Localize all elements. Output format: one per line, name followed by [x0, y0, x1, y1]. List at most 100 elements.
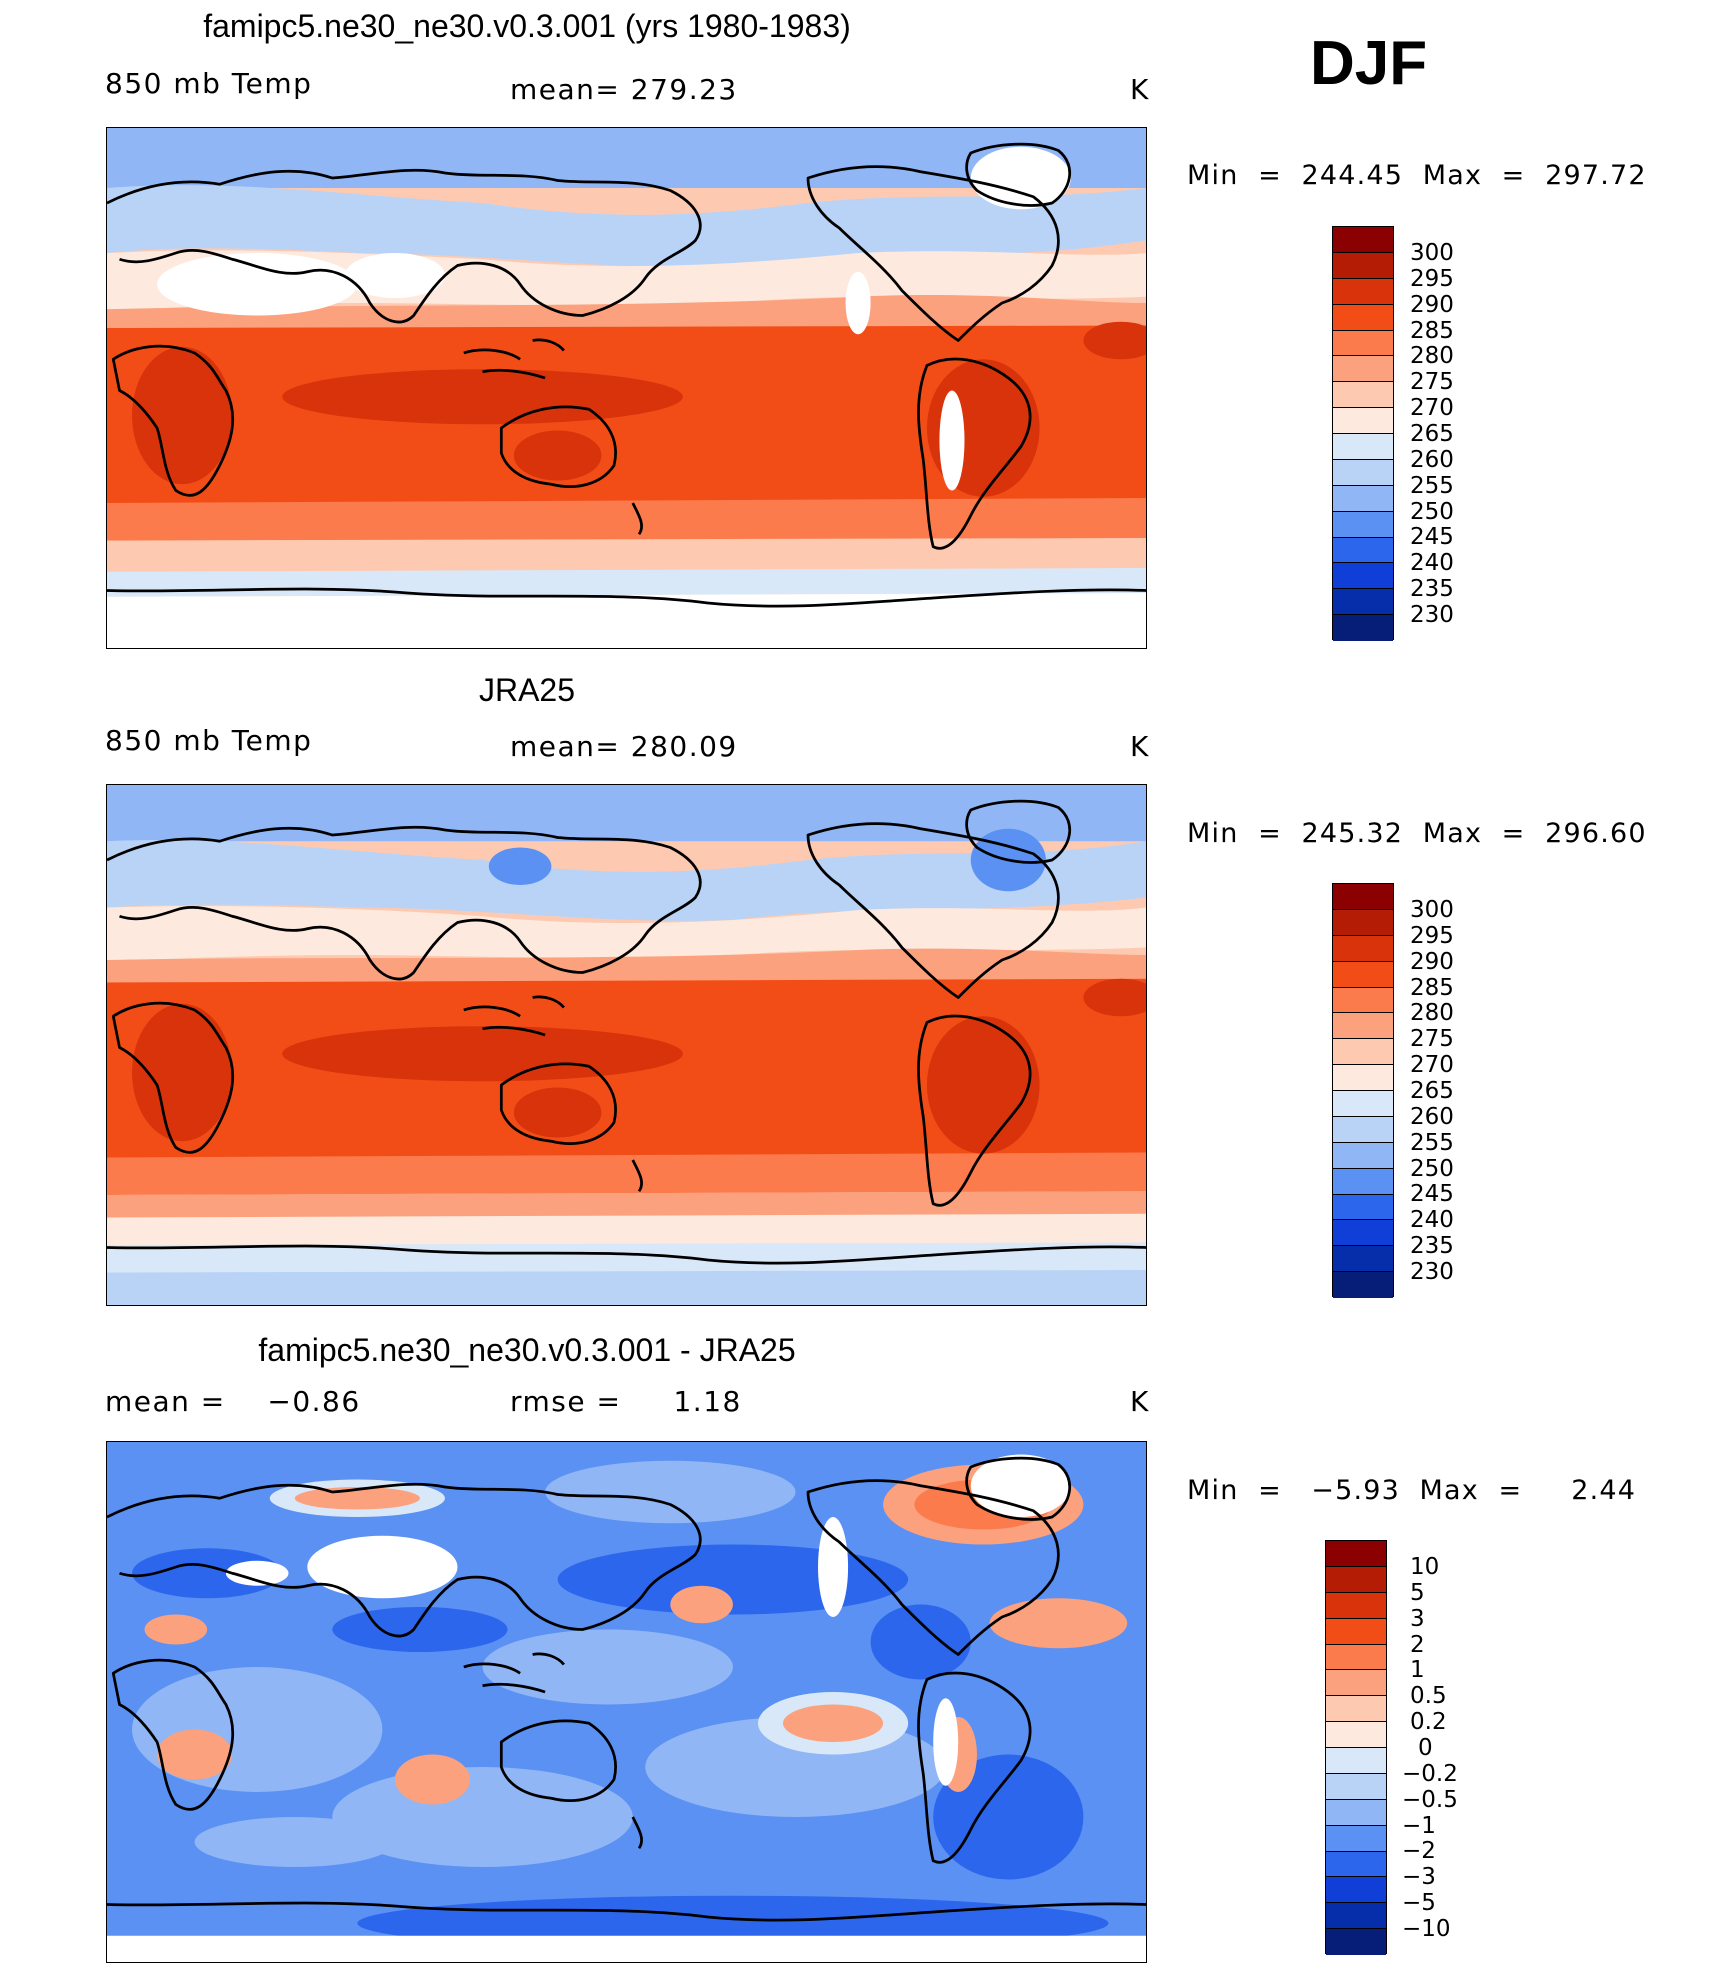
panel1-cb-label: 240: [1410, 550, 1454, 576]
panel3-cb-swatch: [1326, 1773, 1386, 1800]
panel1-cb-swatch: [1333, 356, 1393, 383]
panel3-right-label: K: [1130, 1385, 1150, 1418]
panel2-cb-label: 295: [1410, 923, 1454, 949]
panel2-left-label: 850 mb Temp: [105, 724, 313, 757]
panel3-cb-label: 5: [1410, 1580, 1425, 1606]
panel2-cb-label: 285: [1410, 975, 1454, 1001]
panel2-cb-swatch: [1333, 961, 1393, 988]
panel2-cb-label: 230: [1410, 1259, 1454, 1285]
panel3-cb-swatch: [1326, 1541, 1386, 1567]
panel2-title: JRA25: [478, 672, 576, 708]
panel1-title: famipc5.ne30_ne30.v0.3.001 (yrs 1980-198…: [203, 8, 851, 44]
panel2-cb-swatch: [1333, 1091, 1393, 1117]
panel2-cb-swatch: [1333, 1039, 1393, 1066]
panel2-cb-swatch: [1333, 909, 1393, 936]
panel2-minmax: Min = 245.32 Max = 296.60: [1187, 818, 1647, 849]
panel2-cb-label: 235: [1410, 1233, 1454, 1259]
panel2-cb-swatch: [1333, 987, 1393, 1014]
season-label: DJF: [1310, 29, 1428, 98]
panel3-cb-swatch: [1326, 1799, 1386, 1826]
panel3-center-label: rmse = 1.18: [510, 1385, 742, 1418]
panel2-cb-label: 250: [1410, 1156, 1454, 1182]
panel3-cb-label: −5: [1402, 1890, 1436, 1916]
panel2-cb-swatch: [1333, 1116, 1393, 1143]
panel1-minmax: Min = 244.45 Max = 297.72: [1187, 160, 1647, 191]
panel1-cb-swatch: [1333, 537, 1393, 564]
panel3-cb-label: −3: [1402, 1864, 1436, 1890]
panel2-map: [106, 784, 1147, 1306]
panel2-cb-swatch: [1333, 1220, 1393, 1247]
panel3-cb-swatch: [1326, 1696, 1386, 1723]
panel3-cb-swatch: [1326, 1748, 1386, 1774]
panel3-cb-label: 10: [1410, 1554, 1440, 1580]
panel3-cb-swatch: [1326, 1851, 1386, 1878]
panel3-cb-swatch: [1326, 1903, 1386, 1930]
panel2-cb-label: 240: [1410, 1207, 1454, 1233]
panel1-cb-swatch: [1333, 511, 1393, 538]
panel1-cb-swatch: [1333, 408, 1393, 434]
panel1-cb-label: 275: [1410, 369, 1454, 395]
panel1-cb-label: 235: [1410, 576, 1454, 602]
panel1-cb-swatch: [1333, 227, 1393, 253]
panel1-cb-label: 270: [1410, 395, 1454, 421]
panel2-cb-swatch: [1333, 1142, 1393, 1169]
panel3-cb-label: 2: [1410, 1632, 1425, 1658]
panel1-cb-swatch: [1333, 485, 1393, 512]
panel1-cb-label: 250: [1410, 499, 1454, 525]
panel3-cb-swatch: [1326, 1877, 1386, 1904]
panel2-cb-label: 270: [1410, 1052, 1454, 1078]
panel2-cb-label: 300: [1410, 897, 1454, 923]
panel2-center-label: mean= 280.09: [510, 730, 738, 763]
panel3-colorbar: [1325, 1540, 1387, 1955]
panel3-cb-swatch: [1326, 1644, 1386, 1671]
panel2-cb-swatch: [1333, 1194, 1393, 1221]
panel1-cb-label: 300: [1410, 240, 1454, 266]
panel3-cb-label: 0.2: [1410, 1709, 1447, 1735]
panel2-cb-swatch: [1333, 1013, 1393, 1040]
panel1-cb-label: 260: [1410, 447, 1454, 473]
panel3-cb-swatch: [1326, 1825, 1386, 1852]
panel1-right-label: K: [1130, 73, 1150, 106]
panel3-cb-label: 1: [1410, 1657, 1425, 1683]
panel1-cb-label: 265: [1410, 421, 1454, 447]
panel2-cb-swatch: [1333, 1246, 1393, 1273]
panel3-cb-label: −0.2: [1402, 1761, 1458, 1787]
panel2-cb-swatch: [1333, 1272, 1393, 1298]
panel3-cb-swatch: [1326, 1592, 1386, 1619]
panel2-cb-label: 275: [1410, 1026, 1454, 1052]
panel2-cb-label: 280: [1410, 1000, 1454, 1026]
panel1-cb-label: 255: [1410, 473, 1454, 499]
panel1-cb-swatch: [1333, 459, 1393, 486]
panel1-cb-swatch: [1333, 304, 1393, 331]
panel1-cb-swatch: [1333, 330, 1393, 357]
panel3-minmax: Min = −5.93 Max = 2.44: [1187, 1475, 1637, 1506]
panel2-right-label: K: [1130, 730, 1150, 763]
panel2-cb-label: 255: [1410, 1130, 1454, 1156]
panel2-cb-label: 290: [1410, 949, 1454, 975]
panel3-cb-label: 0: [1418, 1735, 1433, 1761]
panel1-colorbar: [1332, 226, 1394, 641]
panel3-cb-label: −2: [1402, 1838, 1436, 1864]
panel3-cb-swatch: [1326, 1722, 1386, 1748]
panel3-cb-label: 3: [1410, 1606, 1425, 1632]
panel2-cb-swatch: [1333, 1065, 1393, 1091]
panel3-cb-swatch: [1326, 1929, 1386, 1955]
panel1-left-label: 850 mb Temp: [105, 67, 313, 100]
panel3-cb-label: 0.5: [1410, 1683, 1447, 1709]
panel3-title: famipc5.ne30_ne30.v0.3.001 - JRA25: [258, 1332, 796, 1368]
panel2-cb-swatch: [1333, 1168, 1393, 1195]
panel3-cb-label: −10: [1402, 1916, 1451, 1942]
panel2-colorbar: [1332, 883, 1394, 1298]
panel1-cb-label: 295: [1410, 266, 1454, 292]
panel1-map: [106, 127, 1147, 649]
panel2-cb-label: 245: [1410, 1181, 1454, 1207]
panel1-cb-swatch: [1333, 563, 1393, 590]
panel3-cb-label: −1: [1402, 1813, 1436, 1839]
panel3-cb-label: −0.5: [1402, 1787, 1458, 1813]
panel2-cb-swatch: [1333, 935, 1393, 962]
panel1-cb-swatch: [1333, 434, 1393, 460]
panel1-cb-label: 230: [1410, 602, 1454, 628]
panel2-cb-swatch: [1333, 884, 1393, 910]
panel1-cb-label: 285: [1410, 318, 1454, 344]
panel1-cb-label: 245: [1410, 524, 1454, 550]
